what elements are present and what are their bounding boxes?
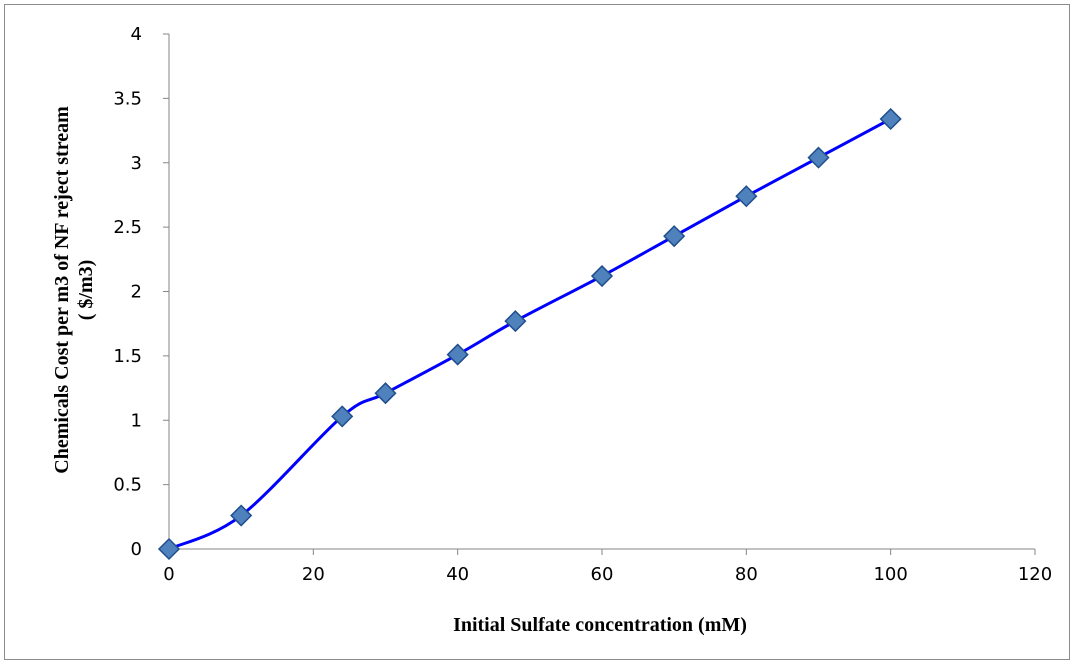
x-axis-title: Initial Sulfate concentration (mM) [453,614,747,636]
data-point [735,185,758,208]
x-tick-label: 0 [163,564,174,585]
data-point [504,310,527,333]
x-tick-label: 60 [591,564,614,585]
y-axis-title-units: ( $/m3) [75,260,97,321]
y-tick-label: 3 [131,153,142,174]
x-tick-label: 100 [873,564,907,585]
y-tick-label: 0.5 [113,475,142,496]
x-tick-label: 40 [446,564,469,585]
data-point [879,107,902,131]
y-tick-label: 0 [131,539,142,560]
y-tick-label: 4 [131,24,142,45]
x-tick-label: 20 [302,564,325,585]
y-tick-label: 2.5 [113,217,142,238]
data-point [807,146,830,169]
axes [168,34,1035,550]
x-tick-label: 120 [1018,564,1052,585]
data-point [230,504,253,527]
data-point [331,405,354,428]
data-point [374,382,397,405]
data-point [157,537,181,561]
series-line [168,117,892,551]
data-point [663,225,686,248]
y-axis-title: Chemicals Cost per m3 of NF reject strea… [51,106,73,474]
y-ticks: 0 0.5 1 1.5 2 2.5 3 3.5 4 [113,24,169,560]
data-markers [157,107,902,561]
y-tick-label: 1.5 [113,346,142,367]
data-point [590,264,614,288]
y-tick-label: 1 [131,410,142,431]
y-tick-label: 3.5 [113,88,142,109]
x-ticks: 0 20 40 60 80 100 120 [163,549,1052,585]
y-tick-label: 2 [131,282,142,303]
data-point [446,343,469,366]
x-tick-label: 80 [735,564,758,585]
